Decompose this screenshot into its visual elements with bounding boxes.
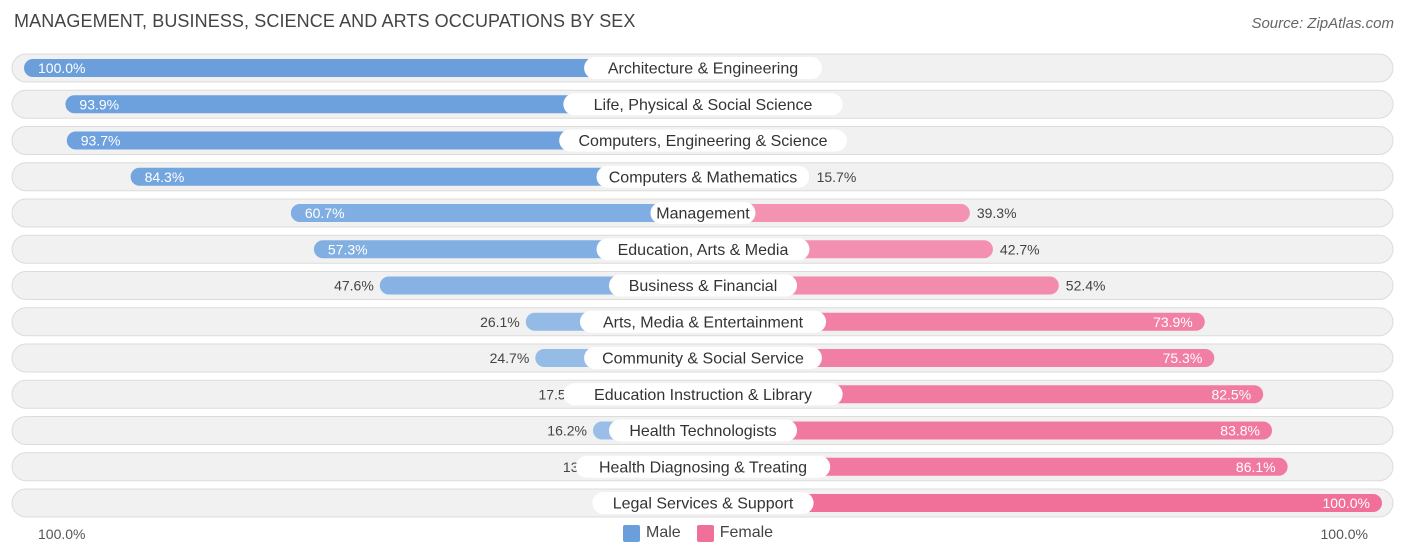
category-label-background (596, 165, 810, 188)
bar-male (66, 131, 704, 150)
axis-left-label: 100.0% (38, 526, 86, 542)
bar-female (703, 494, 1382, 512)
female-value-label: 100.0% (1323, 495, 1370, 511)
legend-female: Female (696, 524, 774, 542)
bar-male (65, 95, 703, 114)
legend: Male Female (623, 524, 789, 542)
category-label: Computers & Mathematics (609, 169, 798, 186)
category-label: Architecture & Engineering (608, 61, 798, 78)
male-value-label: 93.7% (81, 133, 121, 149)
category-label: Life, Physical & Social Science (594, 97, 813, 114)
category-label: Management (656, 206, 750, 223)
bar-male (24, 59, 703, 77)
bar-male (290, 204, 703, 222)
category-label: Health Diagnosing & Treating (599, 459, 807, 476)
chart-title: MANAGEMENT, BUSINESS, SCIENCE AND ARTS O… (14, 11, 636, 31)
bar-female (703, 349, 1215, 367)
female-value-label: 15.7% (817, 169, 857, 185)
category-label-background (650, 202, 756, 224)
category-label-background (563, 93, 843, 116)
category-label-background (592, 492, 814, 514)
female-value-label: 73.9% (1153, 314, 1193, 330)
male-value-label: 60.7% (305, 205, 345, 221)
bar-male (130, 167, 703, 186)
legend-male-label: Male (646, 524, 681, 541)
male-value-label: 26.1% (480, 314, 520, 330)
male-value-label: 93.9% (79, 96, 119, 112)
category-label-background (609, 419, 797, 442)
category-label-background (563, 383, 843, 406)
category-label: Legal Services & Support (613, 496, 794, 513)
category-label-background (575, 455, 831, 478)
category-label-background (559, 129, 847, 152)
female-value-label: 86.1% (1236, 459, 1276, 475)
female-value-label: 52.4% (1066, 278, 1106, 294)
category-label: Community & Social Service (602, 351, 804, 368)
legend-male-swatch (623, 524, 640, 542)
bar-female (703, 204, 970, 222)
male-value-label: 16.2% (547, 423, 587, 439)
legend-female-swatch (696, 524, 714, 542)
male-value-label: 47.6% (334, 278, 374, 294)
bar-female (703, 421, 1273, 440)
male-value-label: 24.7% (490, 350, 530, 366)
legend-female-label: Female (719, 524, 774, 541)
category-label: Health Technologists (629, 423, 776, 440)
male-value-label: 57.3% (328, 241, 368, 257)
category-label: Arts, Media & Entertainment (603, 314, 804, 331)
bar-female (703, 385, 1264, 404)
category-label-background (584, 347, 822, 369)
category-label: Business & Financial (629, 278, 778, 295)
female-value-label: 42.7% (1000, 241, 1040, 257)
bar-female (703, 457, 1288, 476)
source-label: Source: ZipAtlas.com (1251, 15, 1394, 32)
female-value-label: 82.5% (1211, 386, 1251, 402)
male-value-label: 100.0% (38, 60, 85, 76)
legend-male: Male (623, 524, 681, 542)
axis-right-label: 100.0% (1320, 526, 1368, 542)
female-value-label: 39.3% (977, 205, 1017, 221)
category-label: Education, Arts & Media (618, 242, 789, 259)
category-label-background (584, 57, 822, 79)
category-label-background (596, 238, 810, 261)
female-value-label: 75.3% (1163, 350, 1203, 366)
category-label-background (579, 310, 827, 333)
bar-female (703, 312, 1205, 331)
male-value-label: 84.3% (145, 169, 185, 185)
category-label-background (609, 274, 797, 297)
female-value-label: 83.8% (1220, 423, 1260, 439)
category-label: Education Instruction & Library (594, 387, 812, 404)
category-label: Computers, Engineering & Science (578, 133, 827, 150)
